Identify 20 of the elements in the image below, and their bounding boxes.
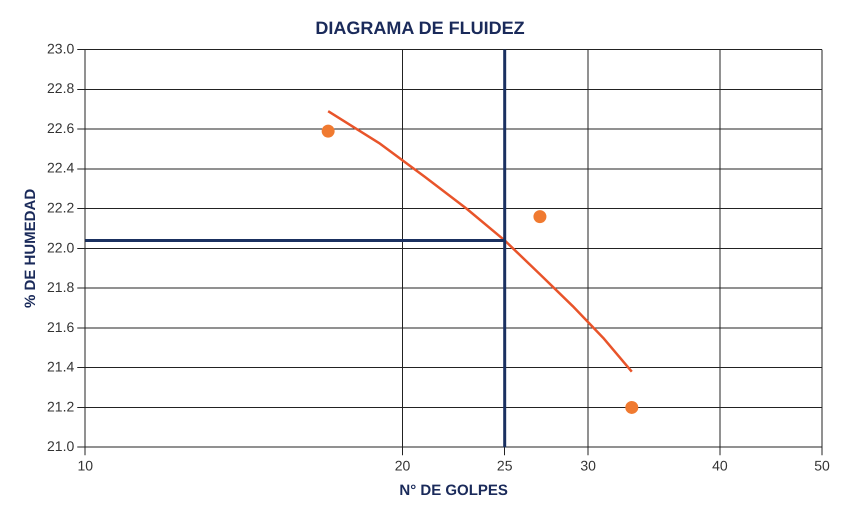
y-tick-label: 21.8 [47, 279, 74, 296]
x-tick-label: 10 [77, 457, 94, 474]
x-axis-title: N° DE GOLPES [399, 482, 508, 500]
x-tick-label: 20 [394, 457, 411, 474]
y-tick-label: 21.2 [47, 398, 74, 414]
chart-title: DIAGRAMA DE FLUIDEZ [315, 18, 525, 38]
y-tick-label: 22.4 [47, 160, 74, 176]
y-tick-label: 21.4 [47, 358, 74, 375]
y-tick-label: 22.8 [47, 80, 74, 96]
y-tick-label: 21.6 [47, 318, 74, 335]
x-tick-label: 30 [580, 457, 596, 474]
x-tick-label: 50 [814, 457, 830, 474]
y-tick-label: 22.2 [47, 200, 74, 216]
y-tick-label: 22.0 [47, 239, 74, 256]
y-tick-label: 21.0 [47, 438, 74, 454]
y-axis-title: % DE HUMEDAD [22, 188, 40, 308]
y-tick-label: 23.0 [47, 40, 74, 56]
x-tick-label: 40 [712, 457, 728, 474]
y-tick-label: 22.6 [47, 120, 74, 136]
x-tick-label: 25 [496, 457, 513, 474]
